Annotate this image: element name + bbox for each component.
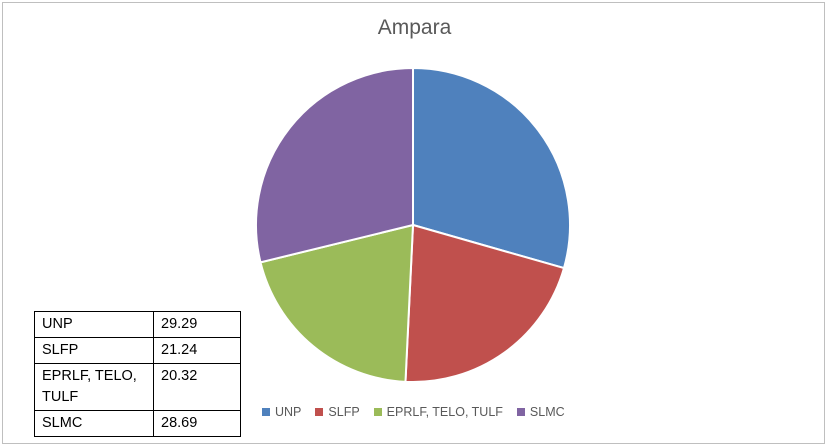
legend-swatch-unp	[262, 408, 270, 416]
table-cell-party: EPRLF, TELO, TULF	[34, 363, 154, 411]
legend-swatch-slfp	[315, 408, 324, 416]
table-cell-party: SLFP	[34, 337, 154, 364]
legend-swatch-eprlf-telo-tulf	[373, 408, 382, 416]
pie-slice-slfp	[404, 223, 566, 383]
legend-item-slfp: SLFP	[315, 405, 360, 419]
table-cell-value: 20.32	[153, 363, 241, 411]
table-cell-party: SLMC	[34, 410, 154, 437]
table-cell-party: UNP	[34, 311, 154, 338]
legend-label-unp: UNP	[275, 405, 302, 419]
table-row: SLMC 28.69	[34, 410, 241, 437]
pie-slice-slmc	[255, 66, 414, 264]
table-row: UNP 29.29	[34, 311, 241, 338]
legend-item-unp: UNP	[262, 405, 301, 419]
data-table: UNP 29.29 SLFP 21.24 EPRLF, TELO, TULF 2…	[34, 311, 241, 437]
table-cell-value: 21.24	[153, 337, 241, 364]
legend-item-slmc: SLMC	[516, 405, 565, 419]
legend-label-eprlf-telo-tulf: EPRLF, TELO, TULF	[386, 405, 503, 419]
legend-item-eprlf-telo-tulf: EPRLF, TELO, TULF	[373, 405, 503, 419]
legend-label-slfp: SLFP	[328, 405, 360, 419]
pie-slice-eprlf-telo-tulf	[259, 223, 415, 383]
pie-slice-unp	[412, 66, 571, 270]
legend-label-slmc: SLMC	[529, 405, 565, 419]
legend: UNP SLFP EPRLF, TELO, TULF SLMC	[262, 405, 565, 419]
legend-swatch-slmc	[516, 408, 525, 416]
table-cell-value: 28.69	[153, 410, 241, 437]
table-cell-value: 29.29	[153, 311, 241, 338]
chart-title: Ampara	[377, 16, 452, 39]
table-row: SLFP 21.24	[34, 337, 241, 364]
table-row: EPRLF, TELO, TULF 20.32	[34, 363, 241, 411]
